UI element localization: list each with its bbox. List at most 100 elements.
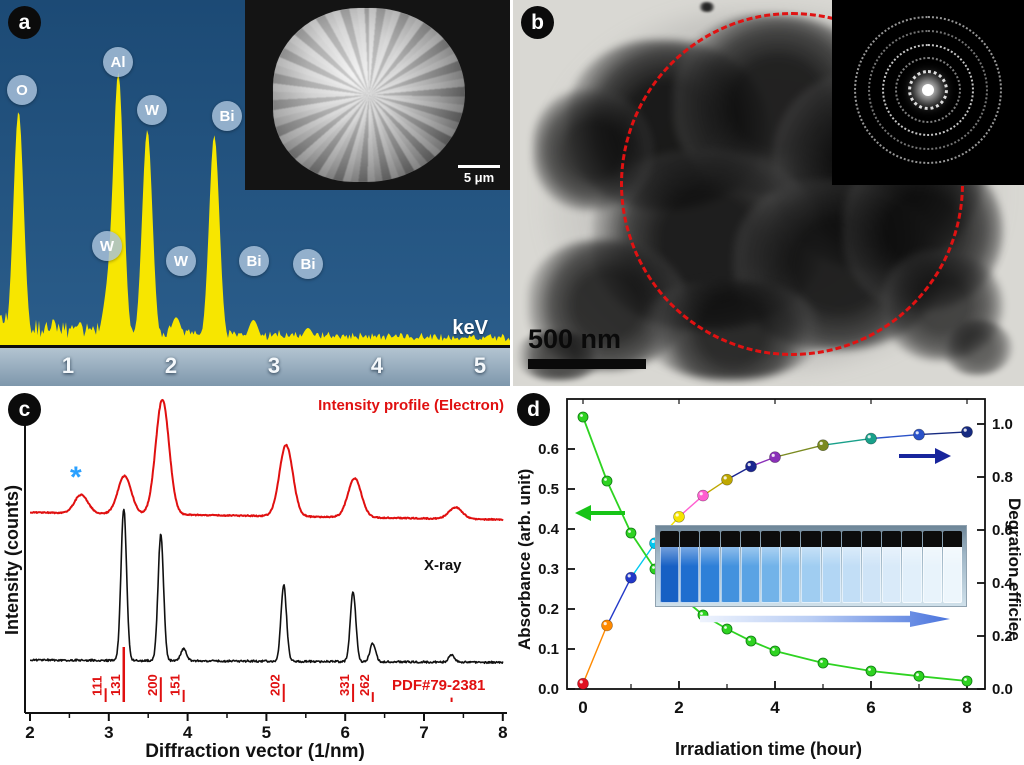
sem-scale-label: 5 μm — [463, 170, 495, 185]
vial-liquid — [821, 547, 841, 603]
absorbance-point-highlight — [604, 478, 607, 481]
d-y-left-tick-label: 0.3 — [538, 561, 559, 578]
efficiency-segment — [582, 625, 608, 684]
d-x-tick-label: 4 — [770, 698, 780, 717]
c-x-tick-label: 6 — [340, 723, 349, 742]
efficiency-point — [961, 426, 973, 438]
vial-cap — [922, 531, 942, 547]
efficiency-point — [865, 432, 877, 445]
vial-cap — [882, 531, 902, 547]
efficiency-point — [721, 473, 733, 486]
sem-scale-bar — [458, 165, 500, 168]
left-axis-arrow-head — [575, 505, 591, 521]
efficiency-point — [577, 677, 589, 690]
diffraction-chart: 2 3 4 5 6 7 8 111 131 200 151 202 331 262 — [24, 395, 508, 742]
absorbance-point-highlight — [916, 673, 919, 677]
panel-a-badge: a — [8, 6, 41, 39]
eds-x-tick-label: 2 — [164, 353, 178, 378]
tem-aggregate — [515, 332, 605, 380]
efficiency-segment — [774, 444, 824, 458]
vial-cap — [660, 531, 680, 547]
absorbance-point — [577, 411, 589, 423]
d-x-tick-label: 6 — [866, 698, 875, 717]
absorbance-point-highlight — [748, 638, 751, 641]
vial-liquid — [942, 547, 963, 603]
absorbance-point — [601, 475, 613, 487]
c-x-tick-label: 7 — [419, 723, 428, 742]
vial-liquid — [922, 547, 942, 603]
hkl-label: 262 — [357, 674, 372, 696]
c-x-tick-label: 2 — [25, 723, 34, 742]
d-y-left-tick-label: 0.5 — [538, 481, 559, 498]
absorbance-point — [913, 670, 925, 682]
saed-inset-image — [832, 0, 1024, 185]
efficiency-point-highlight — [747, 463, 751, 467]
d-y-left-tick-label: 0.4 — [538, 521, 560, 538]
vial-cap — [821, 531, 841, 547]
efficiency-point — [601, 619, 613, 632]
element-label-o: O — [7, 75, 37, 105]
absorbance-point-highlight — [964, 678, 967, 681]
efficiency-point-highlight — [603, 622, 607, 626]
vials-photo-inset — [655, 525, 967, 607]
d-y-right-tick-label: 0.0 — [992, 681, 1013, 698]
eds-x-tick-label: 1 — [61, 353, 75, 378]
d-y-left-tick-label: 0.2 — [538, 601, 559, 618]
d-y-right-tick-label: 1.0 — [992, 416, 1013, 433]
efficiency-point-highlight — [699, 492, 703, 496]
sample-vial — [862, 531, 882, 603]
hkl-label: 111 — [90, 676, 105, 696]
eds-peak-labels: O Al W Bi W W Bi Bi — [0, 0, 510, 386]
vial-liquid — [882, 547, 902, 603]
vial-liquid — [740, 547, 761, 603]
panel-c-diffraction-chart: 2 3 4 5 6 7 8 111 131 200 151 202 331 262 Intensity (… — [0, 389, 510, 765]
efficiency-point — [817, 439, 829, 452]
panel-d-badge: d — [517, 393, 550, 426]
hkl-label: 131 — [108, 674, 123, 696]
d-y-right-tick-label: 0.4 — [992, 575, 1014, 592]
kinetics-chart: 0 2 4 6 8 0.0 0.1 0.2 0.3 0.4 0.5 0.6 0.0 0.2 0.4 0.6 0.… — [538, 398, 1014, 717]
vial-cap — [680, 531, 700, 547]
d-left-axis-label: Absorbance (arb. unit) — [515, 468, 534, 650]
absorbance-point-highlight — [580, 414, 583, 417]
vial-liquid — [700, 547, 720, 603]
vial-liquid — [680, 547, 700, 603]
sample-vial — [781, 531, 801, 603]
efficiency-point-highlight — [963, 428, 967, 432]
vial-cap — [781, 531, 801, 547]
electron-curve — [29, 398, 504, 522]
efficiency-point-highlight — [579, 680, 583, 684]
d-y-left-tick-label: 0.6 — [538, 441, 559, 458]
efficiency-point — [625, 571, 637, 584]
sample-vial — [700, 531, 720, 603]
xray-curve — [29, 508, 504, 665]
absorbance-point-highlight — [820, 660, 823, 663]
c-x-tick-label: 5 — [262, 723, 271, 742]
vial-liquid — [902, 547, 922, 603]
absorbance-point-highlight — [700, 612, 703, 615]
sem-microsphere — [273, 8, 465, 182]
efficiency-segment — [822, 437, 872, 446]
vial-liquid — [660, 547, 680, 603]
efficiency-point — [673, 510, 685, 523]
sem-scale: 5 μm — [458, 165, 500, 185]
sem-microsphere-texture — [273, 8, 465, 182]
absorbance-point — [961, 675, 973, 687]
element-label-w: W — [137, 95, 167, 125]
eds-x-tick-label: 3 — [267, 353, 281, 378]
d-y-right-tick-label: 0.6 — [992, 522, 1013, 539]
panel-c-badge: c — [8, 393, 41, 426]
c-x-tick-label: 3 — [104, 723, 113, 742]
panel-d-kinetics-chart: 0 2 4 6 8 0.0 0.1 0.2 0.3 0.4 0.5 0.6 0.0 0.2 0.4 0.6 0.… — [513, 389, 1024, 765]
vial-liquid — [801, 547, 821, 603]
efficiency-point-highlight — [651, 539, 655, 544]
element-label-bi: Bi — [293, 249, 323, 279]
sample-vial — [942, 531, 963, 603]
hkl-label: 202 — [268, 674, 283, 696]
panel-b-badge: b — [521, 6, 554, 39]
eds-x-tick-label: 5 — [473, 353, 487, 378]
efficiency-point-highlight — [867, 435, 871, 439]
tem-scale-bar — [528, 359, 646, 369]
